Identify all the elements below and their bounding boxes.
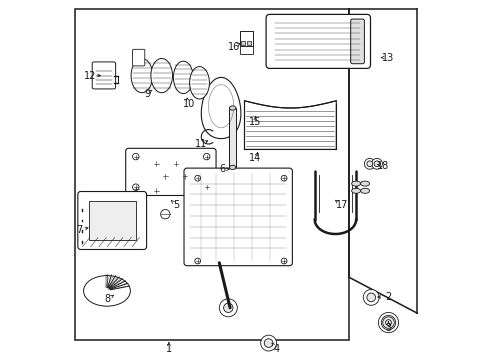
- Text: 17: 17: [335, 200, 347, 210]
- Text: 7: 7: [76, 225, 82, 235]
- Bar: [246, 41, 250, 45]
- Bar: [239, 31, 253, 46]
- Circle shape: [161, 172, 169, 180]
- Ellipse shape: [351, 181, 360, 186]
- Polygon shape: [244, 101, 336, 149]
- Ellipse shape: [229, 106, 235, 110]
- Text: 8: 8: [104, 294, 111, 304]
- Bar: [229, 108, 235, 167]
- Circle shape: [381, 315, 395, 330]
- FancyBboxPatch shape: [125, 148, 216, 195]
- Circle shape: [371, 158, 382, 169]
- Circle shape: [366, 161, 372, 167]
- Circle shape: [203, 153, 209, 160]
- Ellipse shape: [151, 58, 172, 93]
- Text: 5: 5: [173, 200, 179, 210]
- Circle shape: [194, 258, 200, 264]
- Circle shape: [203, 184, 209, 190]
- FancyBboxPatch shape: [265, 14, 370, 68]
- Ellipse shape: [351, 188, 360, 193]
- Circle shape: [373, 161, 379, 167]
- Circle shape: [382, 317, 393, 328]
- Bar: [241, 41, 244, 45]
- Ellipse shape: [360, 188, 369, 193]
- Text: 11: 11: [195, 139, 207, 149]
- Text: 15: 15: [248, 117, 261, 127]
- Circle shape: [281, 258, 286, 264]
- FancyBboxPatch shape: [350, 19, 364, 64]
- Circle shape: [181, 172, 189, 180]
- Text: 9: 9: [144, 89, 150, 99]
- Circle shape: [378, 312, 398, 333]
- Circle shape: [132, 153, 139, 160]
- Ellipse shape: [360, 181, 369, 186]
- Text: 2: 2: [385, 292, 391, 302]
- Circle shape: [366, 293, 375, 302]
- FancyBboxPatch shape: [92, 62, 115, 89]
- Circle shape: [194, 175, 200, 181]
- Circle shape: [223, 303, 232, 312]
- Ellipse shape: [173, 61, 193, 94]
- Circle shape: [260, 335, 276, 351]
- Circle shape: [281, 175, 286, 181]
- Circle shape: [172, 160, 180, 168]
- Circle shape: [132, 185, 140, 193]
- Ellipse shape: [229, 165, 235, 170]
- Text: 13: 13: [382, 53, 394, 63]
- Bar: [75, 9, 348, 340]
- Circle shape: [152, 160, 160, 168]
- Circle shape: [219, 299, 237, 317]
- Circle shape: [385, 320, 390, 325]
- Text: 3: 3: [385, 323, 391, 333]
- Ellipse shape: [131, 58, 152, 93]
- Bar: [239, 46, 253, 54]
- Bar: [89, 201, 136, 240]
- FancyBboxPatch shape: [78, 192, 146, 249]
- Text: 14: 14: [249, 153, 261, 163]
- Circle shape: [363, 289, 378, 305]
- Circle shape: [264, 339, 272, 347]
- Text: 1: 1: [165, 344, 172, 354]
- Circle shape: [160, 210, 170, 219]
- Circle shape: [152, 187, 160, 195]
- Text: 18: 18: [376, 161, 388, 171]
- Ellipse shape: [189, 67, 209, 99]
- Text: 12: 12: [83, 71, 96, 81]
- FancyBboxPatch shape: [183, 168, 292, 266]
- Text: 4: 4: [273, 344, 280, 354]
- FancyBboxPatch shape: [132, 49, 144, 66]
- Text: 16: 16: [227, 42, 239, 52]
- Text: 10: 10: [182, 99, 194, 109]
- Circle shape: [132, 184, 139, 190]
- Polygon shape: [201, 77, 241, 139]
- Circle shape: [364, 158, 374, 169]
- Text: 6: 6: [220, 164, 225, 174]
